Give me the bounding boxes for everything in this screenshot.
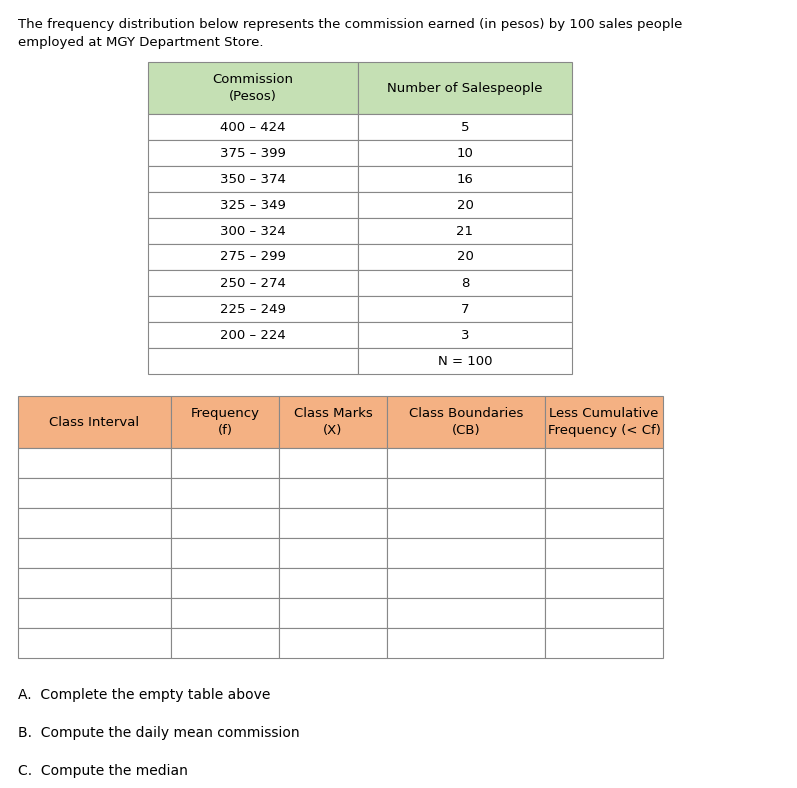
Text: 20: 20 [457,251,473,263]
Bar [279,598,387,628]
Bar [148,114,358,140]
Text: 8: 8 [461,277,469,289]
Bar [358,270,572,296]
Text: Class Marks
(X): Class Marks (X) [293,407,372,437]
Bar [171,478,279,508]
Text: Number of Salespeople: Number of Salespeople [387,81,543,95]
Bar [545,628,663,658]
Bar [18,396,171,448]
Bar [387,508,545,538]
Bar [18,448,171,478]
Text: 375 – 399: 375 – 399 [220,147,286,159]
Text: 10: 10 [457,147,473,159]
Bar [387,598,545,628]
Bar [387,478,545,508]
Bar [358,140,572,166]
Bar [148,348,358,374]
Bar [387,538,545,568]
Text: Frequency
(f): Frequency (f) [190,407,260,437]
Bar [18,568,171,598]
Bar [358,62,572,114]
Bar [387,628,545,658]
Text: N = 100: N = 100 [438,355,493,367]
Bar [148,296,358,322]
Text: employed at MGY Department Store.: employed at MGY Department Store. [18,36,264,49]
Text: Class Boundaries
(CB): Class Boundaries (CB) [409,407,523,437]
Text: 21: 21 [457,225,473,237]
Bar [279,628,387,658]
Bar [545,448,663,478]
Text: 20: 20 [457,199,473,211]
Bar [18,538,171,568]
Bar [171,508,279,538]
Bar [358,166,572,192]
Bar [545,598,663,628]
Text: 250 – 274: 250 – 274 [220,277,286,289]
Bar [387,396,545,448]
Bar [148,322,358,348]
Bar [545,538,663,568]
Bar [545,508,663,538]
Text: 3: 3 [461,329,469,341]
Bar [171,448,279,478]
Bar [279,478,387,508]
Text: Class Interval: Class Interval [49,415,139,429]
Bar [148,192,358,218]
Bar [148,166,358,192]
Bar [171,628,279,658]
Bar [18,478,171,508]
Bar [545,478,663,508]
Bar [358,348,572,374]
Text: 225 – 249: 225 – 249 [220,303,286,315]
Text: A.  Complete the empty table above: A. Complete the empty table above [18,688,270,702]
Bar [545,396,663,448]
Text: 275 – 299: 275 – 299 [220,251,286,263]
Text: 325 – 349: 325 – 349 [220,199,286,211]
Bar [358,296,572,322]
Bar [18,508,171,538]
Bar [279,568,387,598]
Bar [358,322,572,348]
Text: 200 – 224: 200 – 224 [220,329,286,341]
Bar [387,448,545,478]
Bar [279,508,387,538]
Text: 350 – 374: 350 – 374 [220,173,286,185]
Bar [18,598,171,628]
Bar [358,218,572,244]
Bar [279,396,387,448]
Bar [148,62,358,114]
Text: 16: 16 [457,173,473,185]
Bar [358,244,572,270]
Bar [171,396,279,448]
Bar [171,598,279,628]
Text: 300 – 324: 300 – 324 [220,225,286,237]
Bar [279,538,387,568]
Bar [171,568,279,598]
Bar [18,628,171,658]
Text: 5: 5 [461,121,469,133]
Bar [358,192,572,218]
Text: C.  Compute the median: C. Compute the median [18,764,188,778]
Text: The frequency distribution below represents the commission earned (in pesos) by : The frequency distribution below represe… [18,18,682,31]
Text: Less Cumulative
Frequency (< Cf): Less Cumulative Frequency (< Cf) [548,407,661,437]
Bar [148,218,358,244]
Bar [148,270,358,296]
Text: B.  Compute the daily mean commission: B. Compute the daily mean commission [18,726,300,740]
Text: 400 – 424: 400 – 424 [220,121,286,133]
Text: 7: 7 [461,303,469,315]
Bar [171,538,279,568]
Bar [148,244,358,270]
Bar [148,140,358,166]
Bar [279,448,387,478]
Bar [387,568,545,598]
Bar [358,114,572,140]
Text: Commission
(Pesos): Commission (Pesos) [213,73,293,103]
Bar [545,568,663,598]
